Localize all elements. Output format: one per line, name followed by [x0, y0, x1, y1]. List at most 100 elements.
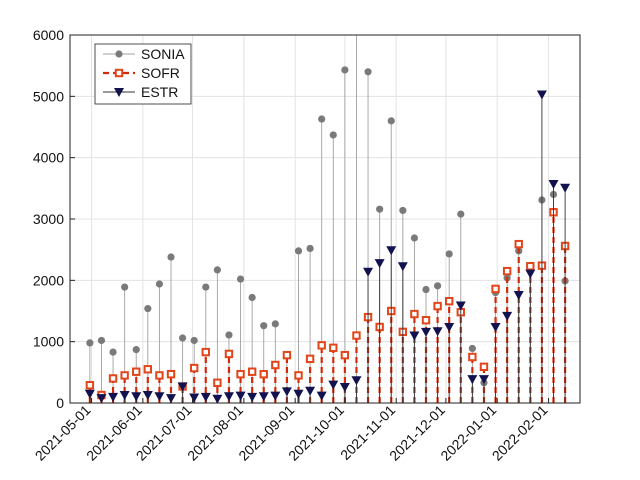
marker [457, 210, 465, 218]
marker [200, 392, 211, 402]
marker [444, 322, 455, 332]
legend-label: ESTR [141, 84, 178, 100]
marker [97, 336, 106, 345]
y-tick-label: 3000 [33, 211, 64, 227]
marker [376, 205, 384, 213]
marker [108, 374, 118, 383]
marker [155, 371, 164, 380]
y-tick-label: 1000 [33, 334, 64, 350]
marker [422, 285, 430, 294]
marker [132, 346, 140, 354]
marker [305, 386, 316, 396]
marker [433, 301, 442, 311]
legend-marker [114, 88, 124, 97]
marker [96, 394, 107, 403]
marker [316, 391, 327, 401]
marker [260, 322, 268, 330]
marker [305, 354, 315, 364]
legend-label: SOFR [141, 65, 180, 81]
marker [247, 367, 257, 376]
marker [490, 322, 501, 332]
marker [144, 304, 152, 313]
marker [248, 293, 256, 302]
marker [235, 391, 246, 401]
marker [351, 376, 362, 386]
marker [502, 266, 512, 276]
marker [318, 115, 326, 123]
marker [341, 66, 349, 74]
marker [132, 367, 141, 376]
marker [526, 262, 535, 271]
marker [364, 68, 372, 76]
legend: SONIA SOFR ESTR [94, 43, 192, 105]
marker [131, 392, 142, 402]
marker [271, 320, 279, 328]
marker [178, 334, 187, 342]
marker [121, 283, 129, 291]
marker [236, 369, 245, 379]
marker [225, 331, 233, 339]
marker [560, 183, 571, 193]
marker [433, 282, 442, 290]
marker [189, 363, 199, 373]
marker [445, 250, 453, 258]
marker [293, 389, 304, 399]
legend-marker [115, 50, 123, 58]
marker [525, 269, 536, 279]
marker [282, 350, 292, 360]
legend-marker [114, 68, 124, 78]
marker [189, 393, 200, 403]
marker [142, 391, 153, 401]
marker [108, 392, 119, 402]
marker [155, 280, 164, 288]
marker [270, 391, 281, 401]
marker [386, 246, 397, 256]
marker [247, 392, 258, 402]
marker [340, 350, 350, 360]
marker [421, 327, 432, 337]
marker [166, 394, 177, 403]
marker [339, 383, 350, 393]
legend-label: SONIA [141, 46, 185, 62]
marker [154, 392, 165, 402]
marker [201, 347, 210, 357]
marker [213, 378, 222, 387]
marker [548, 180, 559, 190]
y-tick-label: 0 [56, 395, 64, 411]
marker [177, 382, 188, 392]
marker [223, 392, 234, 402]
y-tick-label: 4000 [33, 150, 64, 166]
marker [468, 352, 477, 362]
marker [536, 90, 547, 100]
marker [421, 316, 431, 325]
plot-area [84, 35, 571, 403]
marker [399, 206, 407, 215]
marker [329, 343, 338, 353]
marker [502, 311, 513, 321]
marker [294, 247, 303, 255]
marker [329, 131, 337, 139]
marker [328, 380, 339, 390]
y-tick-label: 2000 [33, 272, 64, 288]
marker [467, 375, 478, 385]
marker [281, 387, 292, 397]
marker [387, 117, 395, 125]
marker [202, 283, 210, 291]
y-tick-label: 5000 [33, 88, 64, 104]
marker [363, 267, 374, 277]
marker [190, 336, 198, 345]
marker [166, 369, 176, 379]
marker [259, 369, 268, 379]
marker [294, 371, 303, 380]
marker [119, 391, 130, 401]
marker [85, 381, 95, 390]
marker [143, 365, 153, 374]
marker [397, 262, 408, 272]
marker [479, 362, 489, 372]
marker [468, 344, 476, 353]
marker [444, 296, 454, 306]
marker [410, 234, 419, 242]
marker [84, 389, 95, 399]
marker [491, 284, 500, 294]
